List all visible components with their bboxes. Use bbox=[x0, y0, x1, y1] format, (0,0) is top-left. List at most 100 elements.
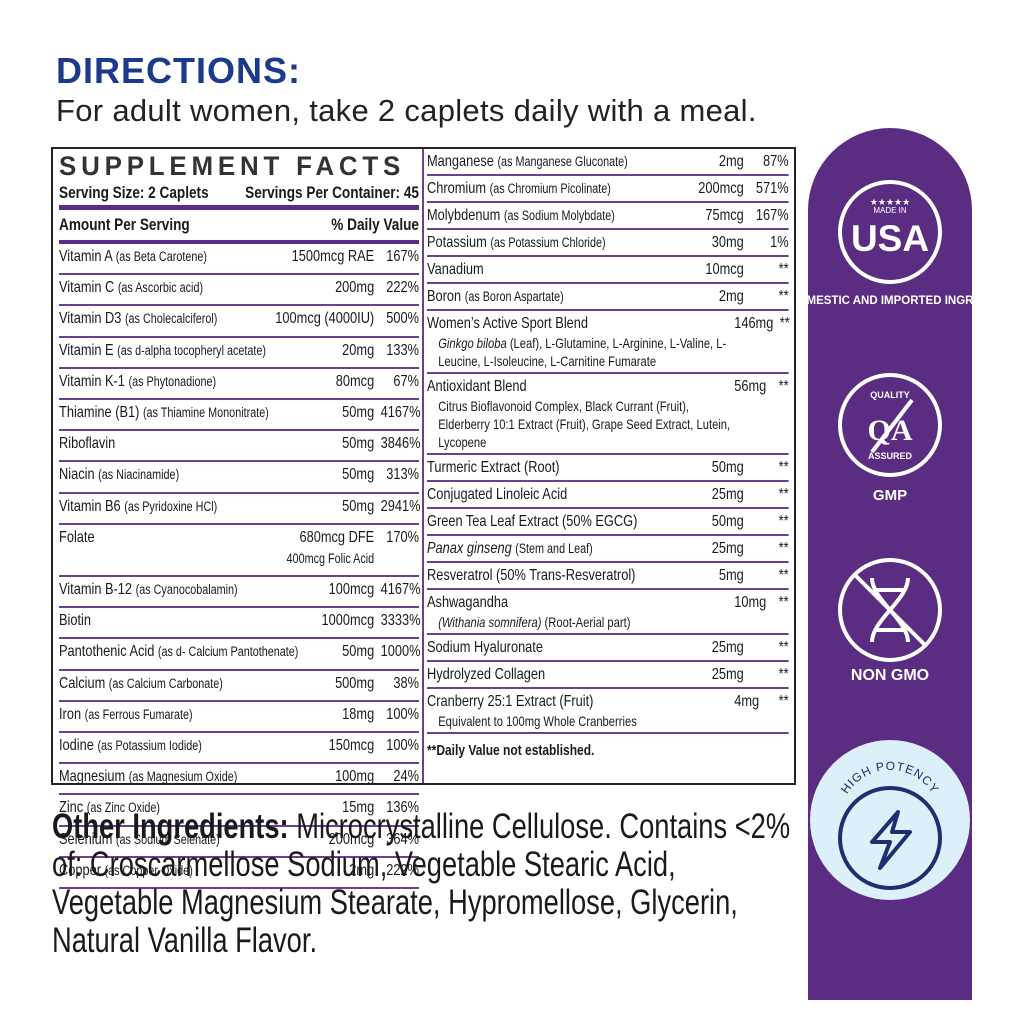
fact-row: Potassium (as Potassium Chloride) 30mg 1% bbox=[427, 230, 789, 257]
nutrient-name: Vitamin K-1 (as Phytonadione) bbox=[59, 371, 336, 396]
amount-cell: 50mg bbox=[712, 511, 750, 532]
nutrient-source: (as Zinc Oxide) bbox=[86, 800, 160, 816]
nutrient-name: Zinc (as Zinc Oxide) bbox=[59, 797, 342, 822]
daily-value: 1000% bbox=[380, 643, 421, 661]
potency-ring bbox=[838, 786, 942, 890]
amount-cell: 2mg bbox=[349, 860, 380, 885]
daily-value: ** bbox=[778, 486, 789, 503]
nutrient: Thiamine (B1) bbox=[59, 403, 140, 421]
amount-cell: 50mg bbox=[342, 433, 380, 458]
fact-row: Boron (as Boron Aspartate) 2mg ** bbox=[427, 284, 789, 311]
nutrient: Boron bbox=[427, 288, 462, 305]
nutrient: Iodine bbox=[59, 737, 94, 755]
nutrient-name: Turmeric Extract (Root) bbox=[427, 457, 712, 478]
amount: 50mg bbox=[342, 403, 375, 421]
amount-cell: 75mcg bbox=[705, 205, 750, 226]
nutrient-name: Green Tea Leaf Extract (50% EGCG) bbox=[427, 511, 712, 532]
dv-header: % Daily Value bbox=[331, 215, 419, 234]
fact-row: Thiamine (B1) (as Thiamine Mononitrate) 5… bbox=[59, 400, 420, 432]
nutrient: Magnesium bbox=[59, 768, 126, 786]
fact-row: Manganese (as Manganese Gluconate) 2mg 87% bbox=[427, 149, 789, 176]
nutrient-name: Vitamin E (as d-alpha tocopheryl acetate… bbox=[59, 340, 342, 365]
daily-value: ** bbox=[778, 639, 789, 656]
nutrient-source: (as Cyanocobalamin) bbox=[135, 582, 238, 598]
nutrient-name: Sodium Hyaluronate bbox=[427, 637, 712, 658]
amount-cell: 500mg bbox=[335, 673, 381, 698]
fact-row: Conjugated Linoleic Acid 25mg ** bbox=[427, 482, 789, 509]
nutrient-source: (as d-alpha tocopheryl acetate) bbox=[117, 342, 266, 358]
nutrient-source: (as Potassium Chloride) bbox=[490, 235, 606, 250]
badge-sidebar: MADE IN ★★★★★ USA WITH DOMESTIC AND IMPO… bbox=[800, 128, 980, 1000]
amount-cell: 80mcg bbox=[336, 371, 381, 396]
daily-value: ** bbox=[778, 513, 789, 530]
daily-value: 100% bbox=[386, 705, 419, 723]
nutrient-name: Thiamine (B1) (as Thiamine Mononitrate) bbox=[59, 402, 342, 427]
nutrient-name: Molybdenum (as Sodium Molybdate) bbox=[427, 205, 705, 226]
amount: 10mg bbox=[734, 594, 767, 611]
nutrient: Niacin bbox=[59, 466, 95, 484]
nutrient-name: Vanadium bbox=[427, 259, 705, 280]
daily-value: 167% bbox=[386, 248, 419, 265]
amount: 50mg bbox=[711, 513, 744, 530]
fact-row: Sodium Hyaluronate 25mg ** bbox=[427, 635, 789, 662]
fact-row: Iodine (as Potassium Iodide) 150mcg 100% bbox=[59, 733, 419, 765]
nutrient: Vitamin B-12 bbox=[59, 581, 133, 599]
fact-row: Magnesium (as Magnesium Oxide) 100mg 24% bbox=[59, 764, 419, 796]
daily-value: 1% bbox=[770, 234, 789, 251]
amount: 25mg bbox=[711, 666, 744, 683]
amount: 200mcg bbox=[698, 180, 744, 197]
usa-caption-text: WITH DOMESTIC AND IMPORTED INGREDIENTS bbox=[800, 295, 980, 307]
amount: 1000mcg bbox=[321, 612, 375, 630]
blend-detail: Ginkgo biloba (Leaf), L-Glutamine, L-Arg… bbox=[427, 334, 734, 370]
amount-cell: 200mcg bbox=[698, 178, 750, 199]
qa-bottom: ASSURED bbox=[868, 451, 913, 461]
fact-row: Riboflavin 50mg 3846% bbox=[59, 431, 420, 463]
daily-value: ** bbox=[778, 594, 789, 611]
nutrient: Green Tea Leaf Extract (50% EGCG) bbox=[427, 513, 638, 530]
serving-size: Serving Size: 2 Caplets bbox=[59, 183, 209, 202]
nutrient-source: (as Beta Carotene) bbox=[115, 249, 207, 264]
gmo-caption: NON GMO bbox=[851, 667, 929, 684]
nutrient-name: Magnesium (as Magnesium Oxide) bbox=[59, 766, 335, 791]
amount-cell: 10mcg bbox=[705, 259, 750, 280]
amount-cell: 50mg bbox=[342, 496, 380, 521]
blend-detail: Citrus Bioflavonoid Complex, Black Curra… bbox=[427, 397, 734, 451]
nutrient-source: (as Thiamine Mononitrate) bbox=[142, 404, 269, 420]
daily-value: 87% bbox=[762, 153, 789, 170]
daily-value: 222% bbox=[386, 279, 419, 297]
daily-value: 500% bbox=[386, 310, 419, 328]
amount-cell: 56mg bbox=[734, 376, 772, 451]
directions-text: For adult women, take 2 caplets daily wi… bbox=[56, 93, 757, 128]
fact-row: Vitamin E (as d-alpha tocopheryl acetate… bbox=[59, 338, 419, 369]
amount-header: Amount Per Serving bbox=[59, 215, 190, 234]
fact-row: Hydrolyzed Collagen 25mg ** bbox=[427, 662, 789, 689]
amount-cell: 18mg bbox=[342, 704, 380, 729]
fact-row: Vitamin B-12 (as Cyanocobalamin) 100mcg 41… bbox=[59, 577, 420, 609]
amount: 25mg bbox=[711, 639, 744, 656]
qa-ring bbox=[838, 373, 942, 477]
qa-slash bbox=[870, 398, 914, 454]
amount: 2mg bbox=[718, 153, 744, 170]
daily-value: 24% bbox=[393, 768, 419, 786]
fact-row: Resveratrol (50% Trans-Resveratrol) 5mg ** bbox=[427, 563, 789, 590]
daily-value: ** bbox=[778, 459, 789, 476]
nutrient-name: Pantothenic Acid (as d- Calcium Pantothe… bbox=[59, 641, 342, 666]
nutrient-name: Vitamin A (as Beta Carotene) bbox=[59, 246, 292, 271]
amount: 50mg bbox=[711, 459, 744, 476]
daily-value: 313% bbox=[386, 466, 419, 484]
nutrient-name: Calcium (as Calcium Carbonate) bbox=[59, 673, 335, 698]
nutrient-source: (as Sodium Molybdate) bbox=[503, 208, 615, 223]
nutrient: Vitamin C bbox=[59, 279, 115, 297]
amount: 100mg bbox=[335, 768, 375, 786]
amount: 150mcg bbox=[328, 737, 375, 755]
daily-value: 167% bbox=[755, 207, 789, 224]
amount-cell: 1500mcg RAE bbox=[292, 246, 381, 271]
amount: 500mg bbox=[335, 674, 375, 692]
daily-value: 100% bbox=[386, 737, 419, 755]
servings-per-container: Servings Per Container: 45 bbox=[245, 183, 419, 202]
fact-row: Vitamin D3 (as Cholecalciferol) 100mcg (4… bbox=[59, 306, 419, 338]
nutrient: Vitamin A bbox=[59, 248, 113, 265]
nutrient: Pantothenic Acid bbox=[59, 643, 155, 661]
nutrient-source: (as Ascorbic acid) bbox=[117, 280, 204, 296]
